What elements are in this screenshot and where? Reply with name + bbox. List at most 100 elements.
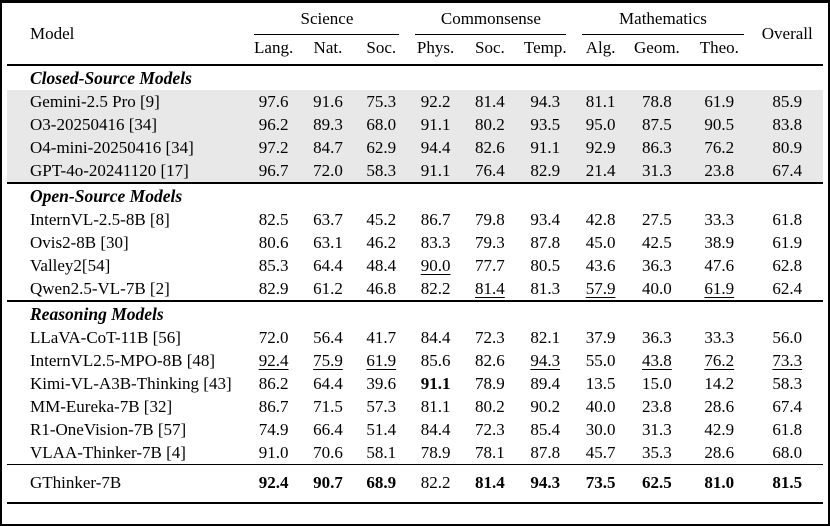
score-cell: 45.2 [366, 209, 397, 229]
score-cell: 86.2 [258, 373, 289, 393]
score-cell: 78.9 [420, 442, 451, 462]
score-cell: 80.2 [475, 396, 505, 416]
score-cell: 94.4 [407, 136, 464, 159]
score-cell: 13.5 [585, 373, 616, 393]
score-cell: 37.9 [585, 327, 616, 347]
score-cell: 30.0 [585, 419, 616, 439]
score-cell: 79.8 [475, 209, 505, 229]
score-cell: 89.3 [300, 113, 356, 136]
score-cell: 87.8 [530, 442, 561, 462]
subcol-commonsense-temp: Temp. [523, 38, 567, 57]
score-cell: 43.6 [585, 255, 616, 275]
score-cell: 64.4 [313, 255, 343, 275]
model-name: MM-Eureka-7B [32] [30, 396, 173, 416]
table-row: Gemini-2.5 Pro [9] 97.6 91.6 75.3 92.2 81.4 94… [7, 90, 823, 113]
model-name: GThinker-7B [30, 473, 122, 492]
score-cell: 81.5 [772, 473, 803, 492]
table-row: R1-OneVision-7B [57] 74.9 66.4 51.4 84.4 72.3… [7, 418, 823, 441]
score-cell: 82.9 [516, 159, 575, 183]
score-cell: 80.5 [530, 255, 561, 275]
model-name: InternVL2.5-MPO-8B [48] [30, 350, 216, 370]
score-cell: 58.3 [772, 373, 803, 393]
score-cell: 93.4 [530, 209, 561, 229]
score-cell: 61.2 [313, 278, 343, 298]
footer-body: GThinker-7B 92.4 90.7 68.9 82.2 81.4 94.3 73.5 6… [7, 464, 823, 503]
score-cell: 57.9 [585, 278, 616, 298]
score-cell: 83.3 [420, 232, 451, 252]
table-row: Kimi-VL-A3B-Thinking [43] 86.2 64.4 39.6 91.… [7, 372, 823, 395]
score-cell: 84.4 [420, 327, 451, 347]
score-cell: 96.2 [246, 113, 301, 136]
score-cell: 45.0 [585, 232, 616, 252]
score-cell: 74.9 [258, 419, 289, 439]
score-cell: 61.8 [772, 419, 803, 439]
score-cell: 76.2 [687, 136, 752, 159]
subcol-mathematics-alg: Alg. [585, 38, 616, 57]
score-cell: 72.3 [475, 419, 505, 439]
score-cell: 92.4 [258, 350, 289, 370]
subcol-commonsense-soc: Soc. [475, 38, 505, 57]
table-row: MM-Eureka-7B [32] 86.7 71.5 57.3 81.1 80.2 90.… [7, 395, 823, 418]
subcol-commonsense-phys: Phys. [416, 38, 455, 57]
section-title: Reasoning Models [30, 303, 164, 324]
subcol-mathematics-geom: Geom. [634, 38, 680, 57]
score-cell: 36.3 [642, 327, 672, 347]
score-cell: 87.8 [530, 232, 561, 252]
section-header-row: Reasoning Models [7, 301, 823, 326]
group-header-commonsense: Commonsense [407, 3, 574, 35]
table-row: O3-20250416 [34] 96.2 89.3 68.0 91.1 80.2 93.5… [7, 113, 823, 136]
score-cell: 28.6 [704, 396, 735, 416]
score-cell: 76.2 [704, 350, 735, 370]
benchmark-table: Model Science Commonsense Mathematics Ov… [7, 3, 823, 504]
score-cell: 68.0 [355, 113, 408, 136]
score-cell: 96.7 [246, 159, 301, 183]
group-header-science: Science [246, 3, 407, 35]
score-cell: 78.8 [626, 90, 688, 113]
score-cell: 63.1 [313, 232, 343, 252]
table-header: Model Science Commonsense Mathematics Ov… [7, 3, 823, 65]
score-cell: 68.9 [366, 473, 397, 492]
table-row: InternVL2.5-MPO-8B [48] 92.4 75.9 61.9 85.6 8… [7, 349, 823, 372]
score-cell: 94.3 [530, 473, 561, 492]
score-cell: 91.1 [407, 159, 464, 183]
model-name: Valley2[54] [30, 255, 111, 275]
score-cell: 82.2 [420, 473, 451, 492]
score-cell: 82.9 [258, 278, 289, 298]
model-name: O4-mini-20250416 [34] [7, 136, 247, 159]
score-cell: 79.3 [475, 232, 505, 252]
score-cell: 89.4 [530, 373, 561, 393]
score-cell: 72.0 [300, 159, 356, 183]
score-cell: 91.6 [300, 90, 356, 113]
group-header-mathematics: Mathematics [574, 3, 751, 35]
score-cell: 14.2 [704, 373, 735, 393]
section-header-row: Closed-Source Models [7, 65, 823, 90]
model-name: Gemini-2.5 Pro [9] [7, 90, 247, 113]
score-cell: 15.0 [642, 373, 672, 393]
score-cell: 27.5 [642, 209, 672, 229]
score-cell: 40.0 [642, 278, 672, 298]
score-cell: 63.7 [313, 209, 343, 229]
score-cell: 41.7 [366, 327, 397, 347]
score-cell: 72.3 [475, 327, 505, 347]
score-cell: 61.9 [687, 90, 752, 113]
score-cell: 61.8 [772, 209, 803, 229]
score-cell: 33.3 [704, 327, 735, 347]
section-title: Closed-Source Models [30, 67, 192, 88]
table-row: Ovis2-8B [30] 80.6 63.1 46.2 83.3 79.3 87.8 45.… [7, 231, 823, 254]
score-cell: 85.3 [258, 255, 289, 275]
score-cell: 46.2 [366, 232, 397, 252]
score-cell: 78.1 [475, 442, 505, 462]
score-cell: 68.0 [772, 442, 803, 462]
score-cell: 62.4 [772, 278, 803, 298]
score-cell: 91.1 [420, 373, 451, 393]
table-row: Qwen2.5-VL-7B [2] 82.9 61.2 46.8 82.2 81.4 81.… [7, 277, 823, 301]
score-cell: 77.7 [475, 255, 505, 275]
score-cell: 93.5 [516, 113, 575, 136]
score-cell: 51.4 [366, 419, 397, 439]
score-cell: 81.4 [463, 90, 517, 113]
section-header-row: Open-Source Models [7, 183, 823, 208]
subcol-science-soc: Soc. [366, 38, 397, 57]
score-cell: 97.2 [246, 136, 301, 159]
score-cell: 81.4 [475, 473, 505, 492]
